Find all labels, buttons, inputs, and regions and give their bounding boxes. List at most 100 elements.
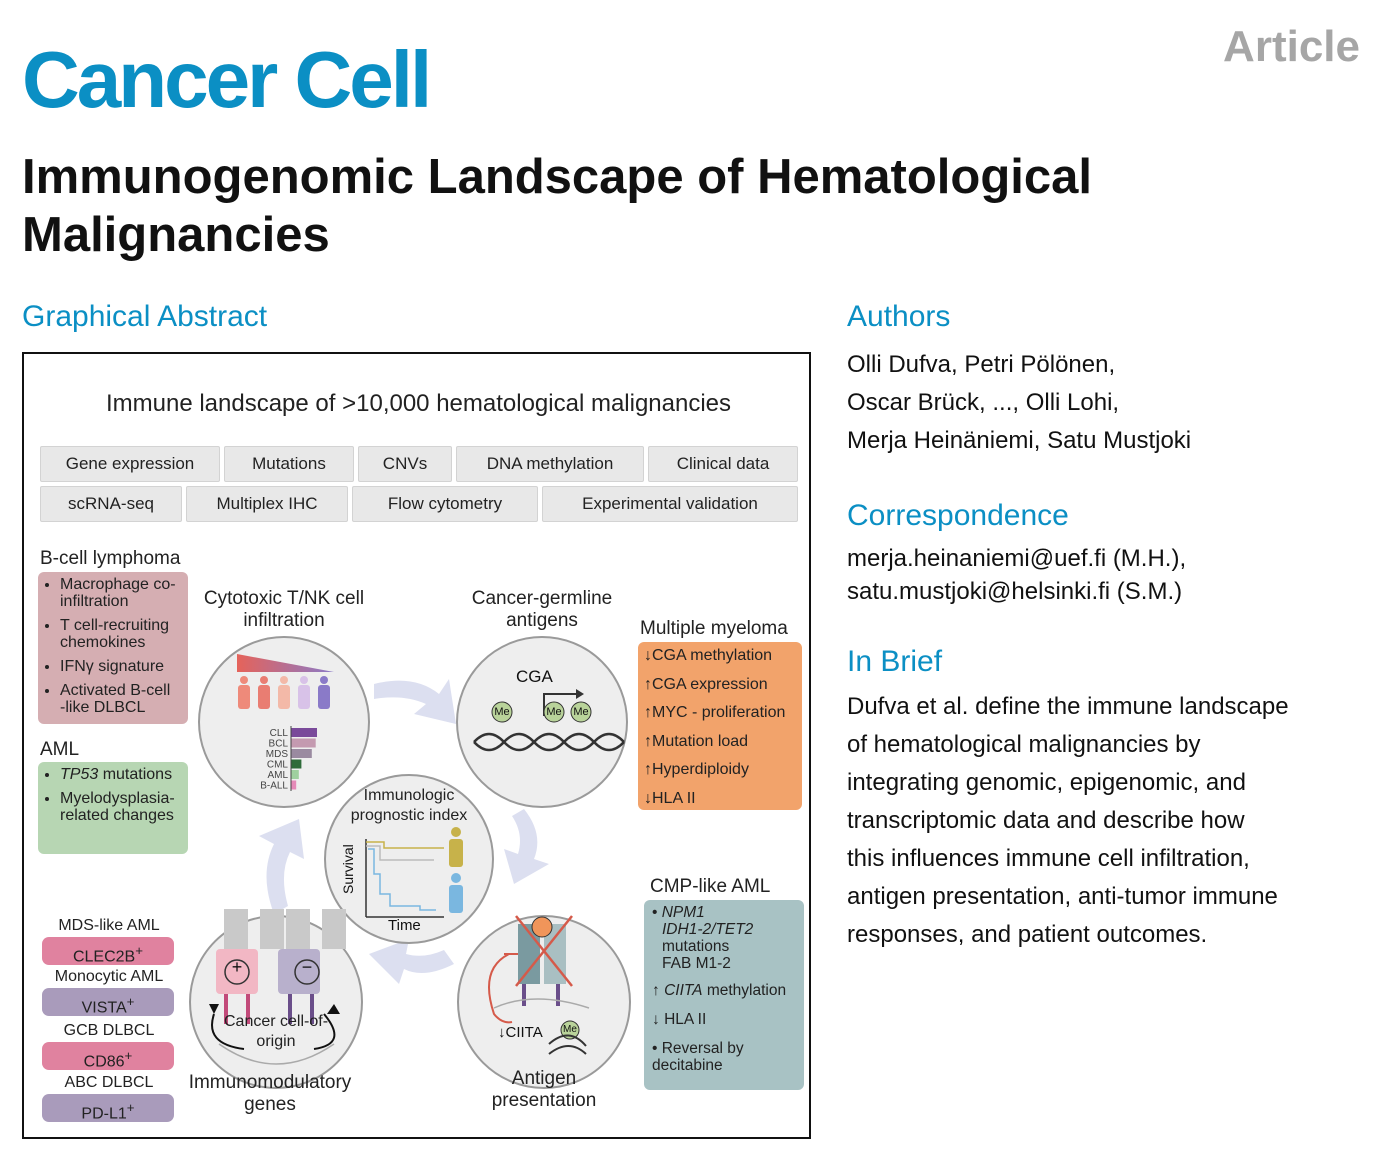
bar [291, 770, 299, 779]
mm-row: ↑MYC - proliferation [644, 704, 786, 721]
author-line: Olli Dufva, Petri Pölönen, [847, 351, 1116, 378]
cmp-row: ↓ HLA II [652, 1011, 707, 1028]
plus-label: + [231, 957, 243, 977]
author-line: Merja Heinäniemi, Satu Mustjoki [847, 427, 1192, 454]
person-icon [258, 676, 270, 709]
arrow-icon: ↑ [644, 704, 652, 721]
bcl-item: Activated B-cell -like DLBCL [60, 682, 180, 716]
aml-item: TP53 mutations [60, 766, 180, 783]
arrow-icon: ↑ [644, 732, 652, 750]
in-brief-heading: In Brief [847, 645, 943, 678]
bar-label: CML [267, 760, 289, 771]
bar [291, 759, 302, 769]
data-type-pill: scRNA-seq [40, 486, 182, 522]
marker-group-label: ABC DLBCL [64, 1074, 154, 1091]
data-type-pill: Flow cytometry [352, 486, 538, 522]
mm-row: ↓HLA II [644, 789, 696, 807]
km-plot [365, 827, 463, 918]
authors-heading: Authors [847, 300, 951, 333]
bar [291, 749, 312, 758]
data-type-pill: Multiplex IHC [186, 486, 348, 522]
bcl-item: Macrophage co-infiltration [60, 576, 180, 610]
me-circle [491, 701, 513, 723]
person-icon [278, 676, 290, 709]
dna-helix [473, 732, 625, 752]
cga-circle [456, 636, 628, 808]
aml-item: Myelodysplasia-related changes [60, 790, 180, 824]
arrow-icon: ↓ [644, 647, 652, 664]
antigen-title: Antigen presentation [491, 1068, 597, 1111]
plus-icon [224, 959, 250, 985]
mm-row: ↑Mutation load [644, 732, 749, 750]
aml-item-gene: TP53 [60, 766, 99, 783]
arrow-icon: ↓ [644, 789, 652, 807]
correspondence-email[interactable]: satu.mustjoki@helsinki.fi (S.M.) [847, 578, 1183, 605]
bcl-title: B-cell lymphoma [40, 548, 181, 569]
person-icon [238, 676, 250, 709]
in-brief-line: responses, and patient outcomes. [847, 921, 1208, 948]
cell-of-origin-label: Cancer cell-of-origin [223, 1013, 329, 1050]
ga-title: Immune landscape of >10,000 hematologica… [105, 390, 732, 417]
marker-group-label: Monocytic AML [54, 968, 164, 985]
mm-title: Multiple myeloma [640, 618, 788, 639]
data-type-pill: Clinical data [648, 446, 798, 482]
in-brief-line: Dufva et al. define the immune landscape [847, 693, 1289, 720]
person-icon [449, 873, 463, 913]
marker-pill: VISTA+ [42, 988, 174, 1016]
data-type-pill: Mutations [224, 446, 354, 482]
bar-label: MDS [266, 749, 289, 760]
bcl-panel: Macrophage co-infiltration T cell-recrui… [38, 572, 188, 724]
correspondence-list: merja.heinaniemi@uef.fi (M.H.), satu.mus… [847, 542, 1186, 608]
journal-logo: Cancer Cell [22, 35, 432, 124]
cmp-row: FAB M1-2 [662, 955, 731, 972]
gradient-wedge [237, 654, 334, 672]
activating-receptor [216, 949, 258, 994]
aml-panel: TP53 mutations Myelodysplasia-related ch… [38, 762, 188, 854]
cycle-arrow [374, 679, 456, 724]
aml-title: AML [40, 739, 80, 760]
graphical-abstract: Immune landscape of >10,000 hematologica… [22, 352, 811, 1139]
me-label: Me [494, 706, 510, 718]
cga-gene-label: CGA [516, 667, 553, 686]
cycle-arrow [369, 939, 454, 984]
data-type-pill: Gene expression [40, 446, 220, 482]
arrow-icon: ↑ [644, 761, 652, 778]
me-circle [570, 701, 592, 723]
data-type-pill: CNVs [358, 446, 452, 482]
correspondence-email[interactable]: merja.heinaniemi@uef.fi (M.H.), [847, 545, 1187, 572]
cmp-title: CMP-like AML [650, 876, 771, 897]
cga-title: Cancer-germline antigens [471, 588, 613, 631]
bar-label: BCL [269, 739, 289, 750]
cytotoxic-title: Cytotoxic T/NK cell infiltration [203, 588, 365, 631]
person-icon [318, 676, 330, 709]
receptor-diagram [209, 909, 346, 1065]
in-brief-line: of hematological malignancies by [847, 731, 1201, 758]
in-brief-line: transcriptomic data and describe how [847, 807, 1245, 834]
in-brief-text: Dufva et al. define the immune landscape… [847, 688, 1387, 954]
cmp-row: ↑ CIITA methylation [652, 982, 787, 999]
prognostic-title: Immunologic prognostic index [350, 787, 468, 824]
author-line: Oscar Brück, ..., Olli Lohi, [847, 389, 1120, 416]
bcl-item: T cell-recruiting chemokines [60, 617, 180, 651]
cmp-panel: • NPM1 IDH1-2/TET2 mutations FAB M1-2 ↑ … [644, 900, 804, 1090]
marker-group-label: MDS-like AML [58, 917, 160, 934]
bar [291, 738, 316, 748]
arrow-icon: ↓ [652, 1011, 660, 1028]
mm-row: ↓CGA methylation [644, 647, 773, 664]
methyl-icons [491, 701, 592, 723]
cmp-row: • NPM1 [652, 904, 705, 921]
in-brief-line: integrating genomic, epigenomic, and [847, 769, 1246, 796]
me-circle [560, 1020, 580, 1040]
cmp-row: mutations [662, 938, 730, 955]
bar-label: AML [267, 770, 288, 781]
tss-arrow [543, 693, 579, 716]
bar [291, 728, 317, 737]
data-type-pill: Experimental validation [542, 486, 798, 522]
km-ylabel: Survival [340, 844, 356, 894]
me-label: Me [563, 1024, 577, 1035]
bar [291, 780, 297, 790]
mhc-diagram [488, 915, 590, 1055]
person-icon [298, 676, 310, 709]
mm-row: ↑CGA expression [644, 675, 768, 693]
bar-label: B-ALL [260, 781, 288, 792]
